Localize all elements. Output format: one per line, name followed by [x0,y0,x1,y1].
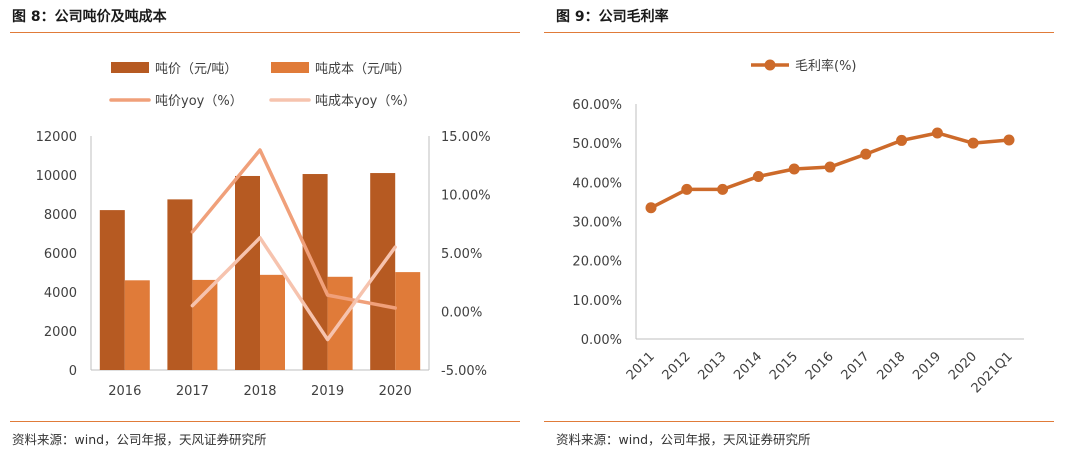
legend-label: 吨价（元/吨） [155,62,237,77]
gross-margin-point [752,170,764,182]
gross-margin-point [896,134,908,146]
left-y-tick-label: 4000 [44,286,77,301]
x-tick-label: 2020 [379,384,412,399]
right-y-tick-label: 5.00% [441,247,482,262]
x-tick-label: 2018 [874,349,908,383]
right-y-tick-label: -5.00% [441,364,487,379]
left-y-tick-label: 2000 [44,325,77,340]
figure-8-title: 图 8：公司吨价及吨成本 [12,9,167,25]
left-y-tick-label: 10000 [36,169,77,184]
gross-margin-point [1003,134,1015,146]
y-tick-label: 30.00% [572,216,622,231]
legend-label: 吨成本yoy（%） [315,94,416,109]
x-tick-label: 2012 [660,349,694,383]
figure-9-title: 图 9：公司毛利率 [556,9,669,25]
price-yoy-line [190,148,397,310]
x-tick-label: 2013 [695,349,729,383]
cost-yoy-line [190,236,397,342]
x-tick-label: 2015 [767,349,801,383]
price-bar [370,173,396,370]
left-y-tick-label: 8000 [44,208,77,223]
cost-bar [260,274,285,370]
figure-8-panel: 图 8：公司吨价及吨成本 0 2000 4000 6000 8000 10000 12000… [0,0,528,453]
legend-swatch [111,62,149,73]
gross-margin-point [645,202,657,214]
x-tick-label: 2018 [243,384,276,399]
figure-8-bottom-rule [10,421,520,422]
right-y-tick-label: 15.00% [441,130,491,145]
y-tick-label: 50.00% [572,137,622,152]
left-y-tick-label: 0 [69,364,77,379]
y-tick-label: 40.00% [572,176,622,191]
gross-margin-point [681,183,693,195]
figure-9-top-rule [544,32,1054,33]
price-cost-chart: 0 2000 4000 6000 8000 10000 12000 -5.00% 0.00% 5.… [36,62,491,399]
y-tick-label: 20.00% [572,255,622,270]
x-tick-label: 2019 [311,384,344,399]
price-bar [235,175,260,370]
left-y-tick-label: 12000 [36,130,77,145]
gross-margin-point [931,127,943,139]
legend-label: 吨价yoy（%） [155,94,243,109]
cost-bar [395,272,421,370]
x-tick-label: 2011 [624,349,658,383]
gross-margin-point [788,163,800,175]
x-tick-label: 2017 [176,384,209,399]
right-y-tick-label: 0.00% [441,306,482,321]
legend-swatch-marker [764,59,776,71]
figure-9-bottom-rule [544,421,1054,422]
x-tick-label: 2017 [839,349,873,383]
cost-bar [124,280,150,370]
y-tick-label: 10.00% [572,294,622,309]
figure-8-source: 资料来源：wind，公司年报，天风证券研究所 [12,432,267,447]
price-bar [99,210,125,370]
x-tick-label: 2019 [910,349,944,383]
right-y-tick-label: 10.00% [441,189,491,204]
figure-9-source: 资料来源：wind，公司年报，天风证券研究所 [556,432,811,447]
legend-swatch [271,62,309,73]
x-tick-label: 2016 [108,384,141,399]
gross-margin-chart: 0.00% 10.00% 20.00% 30.00% 40.00% 50.00% 60.00… [572,58,1024,396]
figure-8-top-rule [10,32,520,33]
price-bar [167,199,193,370]
y-tick-label: 60.00% [572,98,622,113]
gross-margin-point [717,183,729,195]
x-tick-label: 2014 [731,349,765,383]
gross-margin-point [824,161,836,173]
legend-label: 毛利率(%) [795,58,857,74]
figure-9-panel: 图 9：公司毛利率 0.00% 10.00% 20.00% 30.00% 40.00% 5… [544,0,1080,453]
left-y-tick-label: 6000 [44,247,77,262]
gross-margin-point [860,148,872,160]
gross-margin-point [967,137,979,149]
legend-label: 吨成本（元/吨） [315,62,410,77]
x-tick-label: 2016 [803,349,837,383]
y-tick-label: 0.00% [581,333,622,348]
